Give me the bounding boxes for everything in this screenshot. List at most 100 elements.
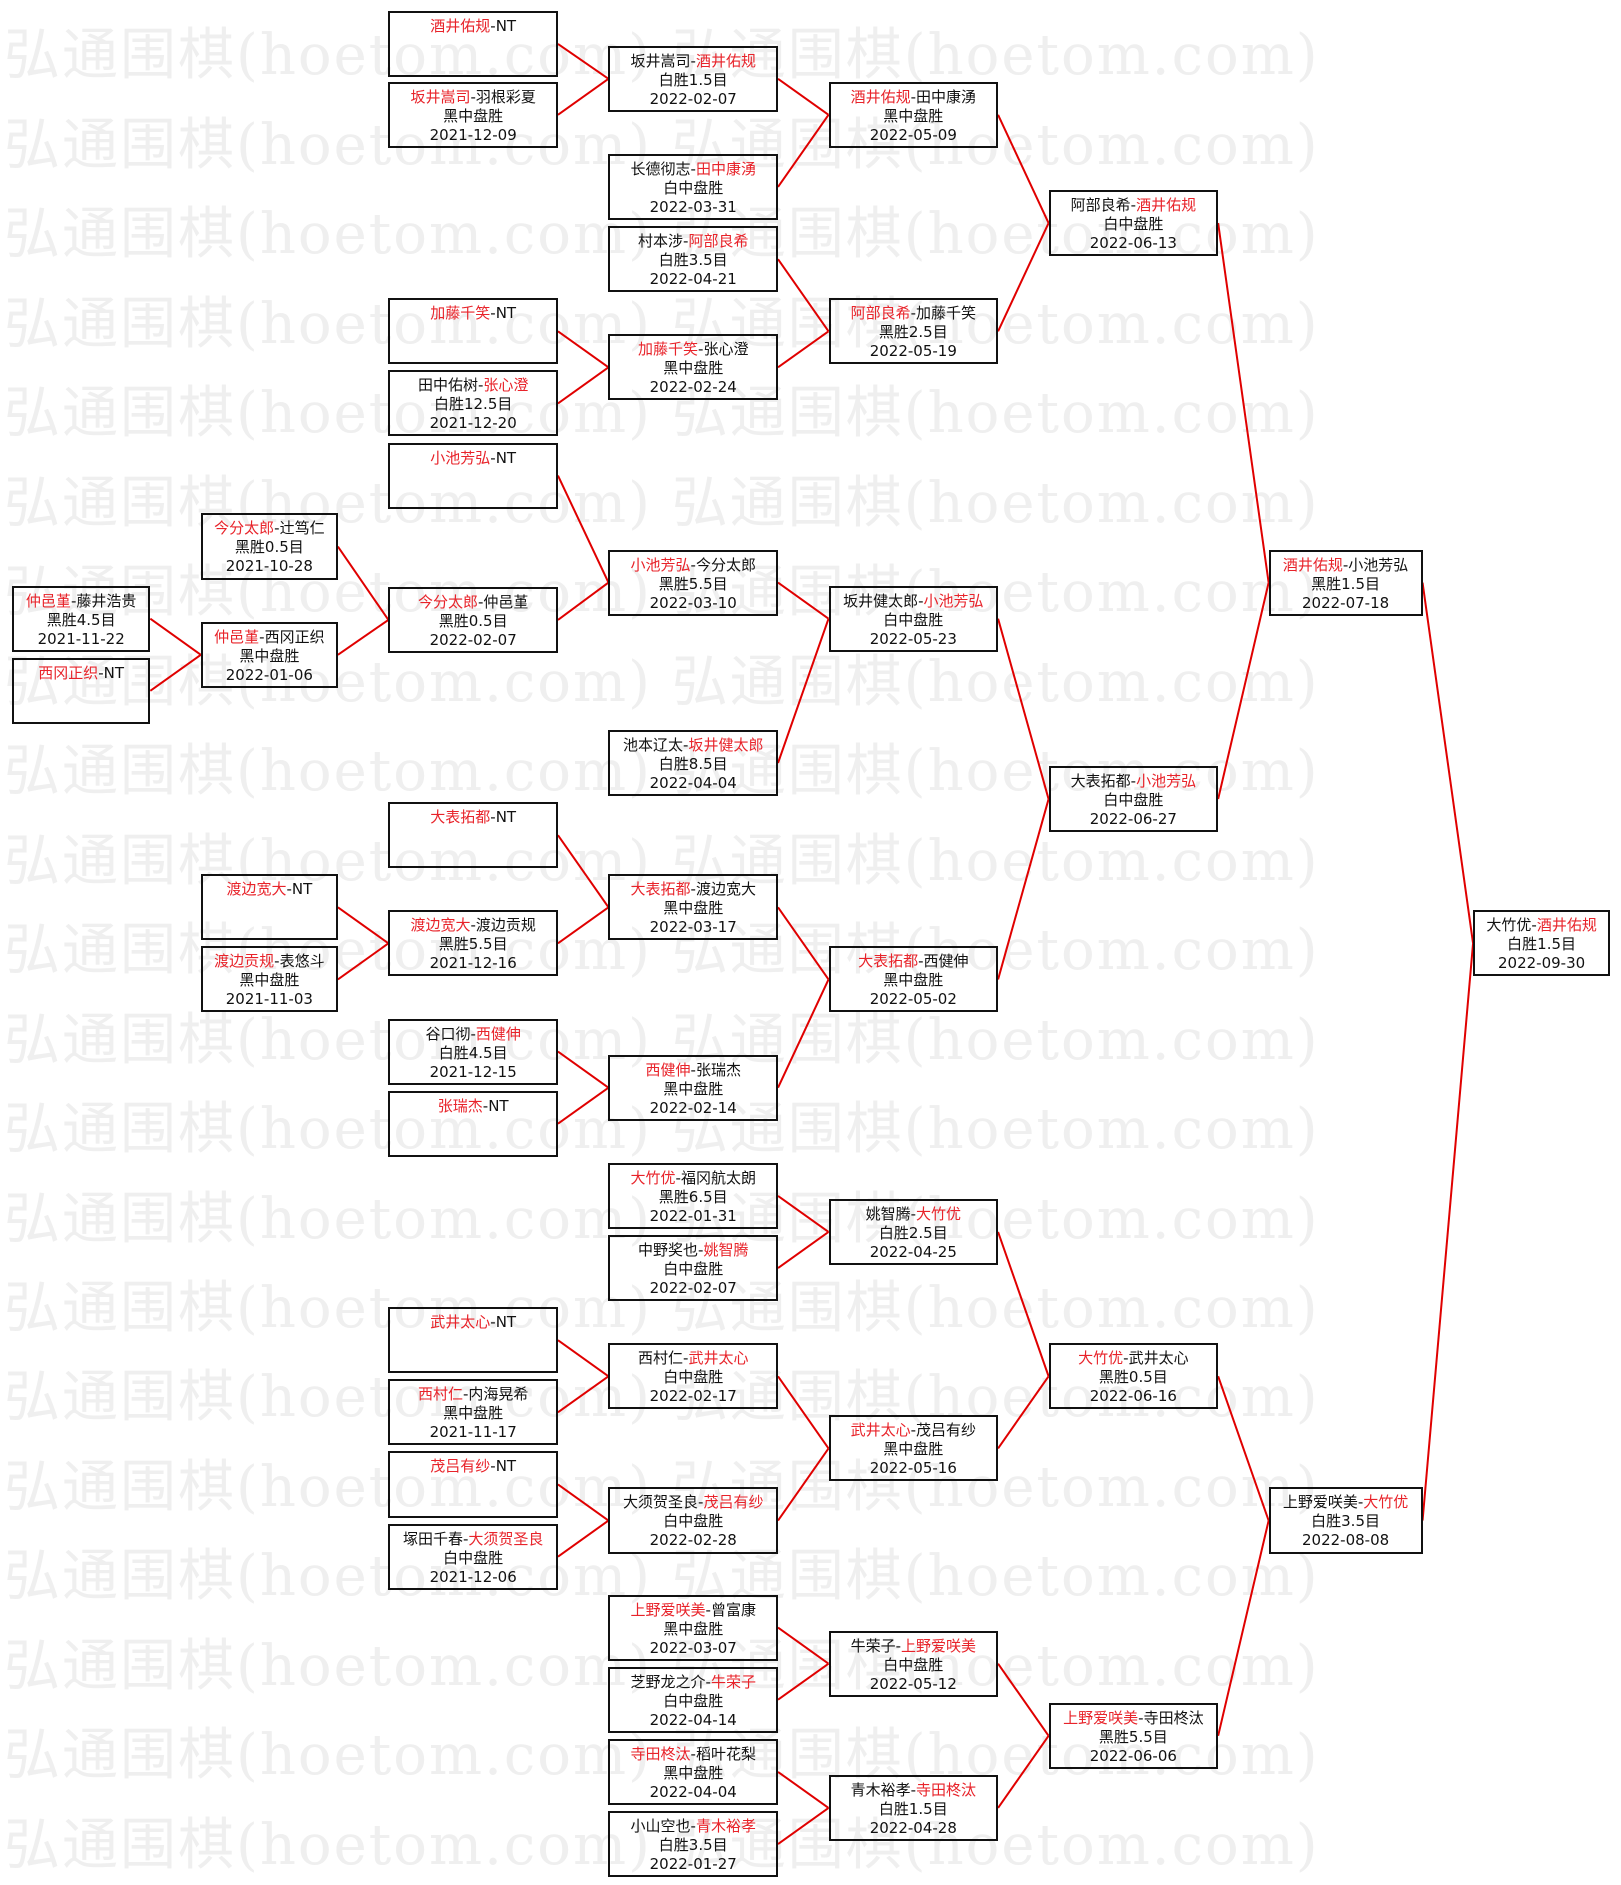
bye-box[interactable]: 酒井佑规-NT <box>388 10 558 77</box>
player-2: 内海晃希 <box>468 1385 529 1404</box>
player-1: 张瑞杰 <box>437 1096 483 1115</box>
match-result: 白胜2.5目 <box>878 1223 948 1242</box>
match-box[interactable]: 牛荣子-上野爱咲美 白中盘胜 2022-05-12 <box>828 1630 999 1697</box>
bracket-connector <box>997 1663 1050 1737</box>
match-date: 2021-12-16 <box>429 954 517 973</box>
separator: - <box>910 1421 916 1440</box>
match-box[interactable]: 阿部良希-酒井佑规 白中盘胜 2022-06-13 <box>1048 189 1219 257</box>
bracket-connector <box>1217 1520 1270 1737</box>
separator: - <box>1342 555 1349 574</box>
player-1: 今分太郎 <box>214 519 275 538</box>
match-box[interactable]: 寺田柊汰-稻叶花梨 黑中盘胜 2022-04-04 <box>608 1738 778 1805</box>
match-box[interactable]: 仲邑堇-西冈正织 黑中盘胜 2022-01-06 <box>200 621 338 688</box>
bye-box[interactable]: 小池芳弘-NT <box>388 442 558 509</box>
match-box[interactable]: 酒井佑规-小池芳弘 黑胜1.5目 2022-07-18 <box>1268 549 1423 616</box>
match-date: 2022-06-06 <box>1089 1746 1177 1765</box>
match-box[interactable]: 渡边宽大-渡边贡规 黑胜5.5目 2021-12-16 <box>388 910 558 977</box>
match-box[interactable]: 上野爱咲美-寺田柊汰 黑胜5.5目 2022-06-06 <box>1048 1702 1219 1769</box>
match-box[interactable]: 小山空也-青木裕孝 白胜3.5目 2022-01-27 <box>608 1810 778 1878</box>
match-box[interactable]: 小池芳弘-今分太郎 黑胜5.5目 2022-03-10 <box>608 549 778 616</box>
players-line: 渡边宽大-渡边贡规 <box>390 916 556 935</box>
match-box[interactable]: 武井太心-茂吕有纱 黑中盘胜 2022-05-16 <box>828 1415 999 1482</box>
players-line: 大表拓都-小池芳弘 <box>1051 772 1217 791</box>
match-box[interactable]: 今分太郎-仲邑堇 黑胜0.5目 2022-02-07 <box>388 586 558 653</box>
match-box[interactable]: 田中佑树-张心澄 白胜12.5目 2021-12-20 <box>388 370 558 437</box>
bye-box[interactable]: 加藤千笑-NT <box>388 298 558 365</box>
match-box[interactable]: 青木裕孝-寺田柊汰 白胜1.5目 2022-04-28 <box>828 1774 999 1841</box>
match-box[interactable]: 大竹优-武井太心 黑胜0.5目 2022-06-16 <box>1048 1343 1219 1410</box>
match-box[interactable]: 西村仁-内海晃希 黑中盘胜 2021-11-17 <box>388 1379 558 1446</box>
match-box[interactable]: 加藤千笑-张心澄 黑中盘胜 2022-02-24 <box>608 334 778 401</box>
watermark-text: 弘通围棋(hoetom.com) 弘通围棋(hoetom.com) <box>4 23 1320 88</box>
player-1: 武井太心 <box>430 1313 491 1332</box>
match-box[interactable]: 大表拓都-渡边宽大 黑中盘胜 2022-03-17 <box>608 874 778 941</box>
match-result: 白中盘胜 <box>1103 214 1164 233</box>
match-box[interactable]: 大竹优-福冈航太朗 黑胜6.5目 2022-01-31 <box>608 1162 778 1229</box>
separator: - <box>477 592 484 611</box>
watermark-text: 弘通围棋(hoetom.com) 弘通围棋(hoetom.com) <box>4 560 1320 625</box>
player-2: 田中康湧 <box>916 87 977 106</box>
match-box[interactable]: 上野爱咲美-大竹优 白胜3.5目 2022-08-08 <box>1268 1487 1423 1554</box>
player-2: 武井太心 <box>688 1349 749 1368</box>
player-1: 加藤千笑 <box>638 340 699 359</box>
match-box[interactable]: 谷口彻-西健伸 白胜4.5目 2021-12-15 <box>388 1018 558 1085</box>
match-box[interactable]: 塚田千春-大须贺圣良 白中盘胜 2021-12-06 <box>388 1523 558 1590</box>
match-box[interactable]: 姚智腾-大竹优 白胜2.5目 2022-04-25 <box>828 1198 999 1266</box>
player-1: 塚田千春 <box>402 1529 463 1548</box>
match-box[interactable]: 上野爱咲美-曾富康 黑中盘胜 2022-03-07 <box>608 1594 778 1661</box>
watermark-text: 弘通围棋(hoetom.com) 弘通围棋(hoetom.com) <box>4 1097 1320 1162</box>
player-2: 小池芳弘 <box>1136 771 1197 790</box>
match-box[interactable]: 大表拓都-小池芳弘 白中盘胜 2022-06-27 <box>1048 765 1219 833</box>
bracket-connector <box>997 1231 1050 1377</box>
player-2: 寺田柊汰 <box>1143 1708 1204 1727</box>
players-line: 渡边贡规-表悠斗 <box>203 952 336 971</box>
bye-box[interactable]: 大表拓都-NT <box>388 802 558 869</box>
match-result: 黑胜5.5目 <box>438 935 508 954</box>
match-box[interactable]: 坂井嵩司-羽根彩夏 黑中盘胜 2021-12-09 <box>388 81 558 148</box>
bracket-connector <box>997 1735 1050 1809</box>
watermark-text: 弘通围棋(hoetom.com) 弘通围棋(hoetom.com) <box>4 1634 1320 1699</box>
match-date: 2021-11-17 <box>429 1423 517 1442</box>
separator: - <box>482 1096 489 1115</box>
match-box[interactable]: 大表拓都-西健伸 黑中盘胜 2022-05-02 <box>828 946 999 1013</box>
bye-box[interactable]: 武井太心-NT <box>388 1307 558 1374</box>
bracket-connector <box>557 77 610 116</box>
match-box[interactable]: 坂井健太郎-小池芳弘 白中盘胜 2022-05-23 <box>828 585 999 652</box>
separator: - <box>490 1457 496 1476</box>
match-box[interactable]: 渡边贡规-表悠斗 黑中盘胜 2021-11-03 <box>200 946 338 1013</box>
player-2: 牛荣子 <box>710 1672 756 1691</box>
bye-box[interactable]: 西冈正织-NT <box>12 657 151 724</box>
match-box[interactable]: 今分太郎-辻笃仁 黑胜0.5目 2021-10-28 <box>200 513 338 580</box>
match-box[interactable]: 村本涉-阿部良希 白胜3.5目 2022-04-21 <box>608 226 778 293</box>
match-box[interactable]: 池本辽太-坂井健太郎 白胜8.5目 2022-04-04 <box>608 729 778 797</box>
match-box[interactable]: 西健伸-张瑞杰 黑中盘胜 2022-02-14 <box>608 1054 778 1121</box>
match-box[interactable]: 仲邑堇-藤井浩贵 黑胜4.5目 2021-11-22 <box>12 585 151 652</box>
match-box[interactable]: 大须贺圣良-茂吕有纱 白中盘胜 2022-02-28 <box>608 1487 778 1554</box>
match-result: 黑中盘胜 <box>883 1440 944 1459</box>
match-box[interactable]: 长德彻志-田中康湧 白中盘胜 2022-03-31 <box>608 153 778 221</box>
players-line: 村本涉-阿部良希 <box>610 232 776 251</box>
players-line: 大表拓都-西健伸 <box>831 952 997 971</box>
match-box[interactable]: 芝野龙之介-牛荣子 白中盘胜 2022-04-14 <box>608 1666 778 1733</box>
player-2: 田中康湧 <box>695 159 756 178</box>
bracket-connector <box>997 618 1050 800</box>
match-box[interactable]: 阿部良希-加藤千笑 黑胜2.5目 2022-05-19 <box>828 298 999 365</box>
players-line: 西村仁-内海晃希 <box>390 1385 556 1404</box>
bye-box[interactable]: 渡边宽大-NT <box>200 874 338 941</box>
bye-box[interactable]: 茂吕有纱-NT <box>388 1451 558 1518</box>
separator: - <box>1138 1708 1144 1727</box>
players-line: 大表拓都-渡边宽大 <box>610 880 776 899</box>
match-result: 黑中盘胜 <box>443 106 504 125</box>
players-line: 大竹优-福冈航太朗 <box>610 1169 776 1188</box>
bracket-connector <box>1217 1375 1270 1521</box>
match-date: 2022-06-16 <box>1089 1387 1177 1406</box>
match-result: 白中盘胜 <box>663 178 724 197</box>
bracket-connector <box>997 798 1050 980</box>
match-box[interactable]: 坂井嵩司-酒井佑规 白胜1.5目 2022-02-07 <box>608 45 778 112</box>
match-box[interactable]: 大竹优-酒井佑规 白胜1.5目 2022-09-30 <box>1473 910 1611 977</box>
match-box[interactable]: 中野奖也-姚智腾 白中盘胜 2022-02-07 <box>608 1234 778 1302</box>
bye-box[interactable]: 张瑞杰-NT <box>388 1090 558 1157</box>
match-box[interactable]: 西村仁-武井太心 白中盘胜 2022-02-17 <box>608 1343 778 1410</box>
match-box[interactable]: 酒井佑规-田中康湧 黑中盘胜 2022-05-09 <box>828 81 999 148</box>
player-2: 仲邑堇 <box>483 592 529 611</box>
